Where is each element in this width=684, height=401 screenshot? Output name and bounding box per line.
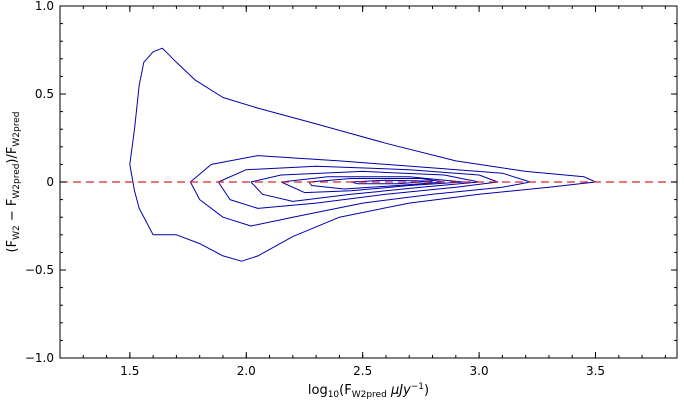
x-tick-label: 1.5 (120, 364, 139, 378)
y-axis-label: (FW2 − FW2pred)/FW2pred (5, 112, 22, 253)
x-axis: 1.5 2.0 2.5 3.0 3.5 (59, 6, 666, 378)
contour-level-4 (250, 170, 480, 202)
y-tick-label: −1.0 (25, 351, 54, 365)
contour-lines (129, 47, 596, 262)
plot-area (59, 5, 678, 359)
x-tick-label: 3.0 (470, 364, 489, 378)
y-tick-label: 0 (46, 175, 54, 189)
x-tick-label: 2.5 (353, 364, 372, 378)
contour-level-6 (308, 178, 445, 190)
contour-level-5 (280, 176, 464, 194)
contour-level-1 (129, 47, 596, 262)
x-tick-label: 3.5 (586, 364, 605, 378)
contour-level-3 (217, 165, 499, 209)
y-tick-label: 0.5 (35, 87, 54, 101)
contour-level-2 (189, 155, 531, 227)
x-axis-label: log10(FW2pred μJy−1) (308, 382, 429, 400)
x-tick-label: 2.0 (237, 364, 256, 378)
y-tick-label: 1.0 (35, 0, 54, 13)
y-axis: −1.0 −0.5 0 0.5 1.0 (25, 0, 677, 365)
y-tick-label: −0.5 (25, 263, 54, 277)
